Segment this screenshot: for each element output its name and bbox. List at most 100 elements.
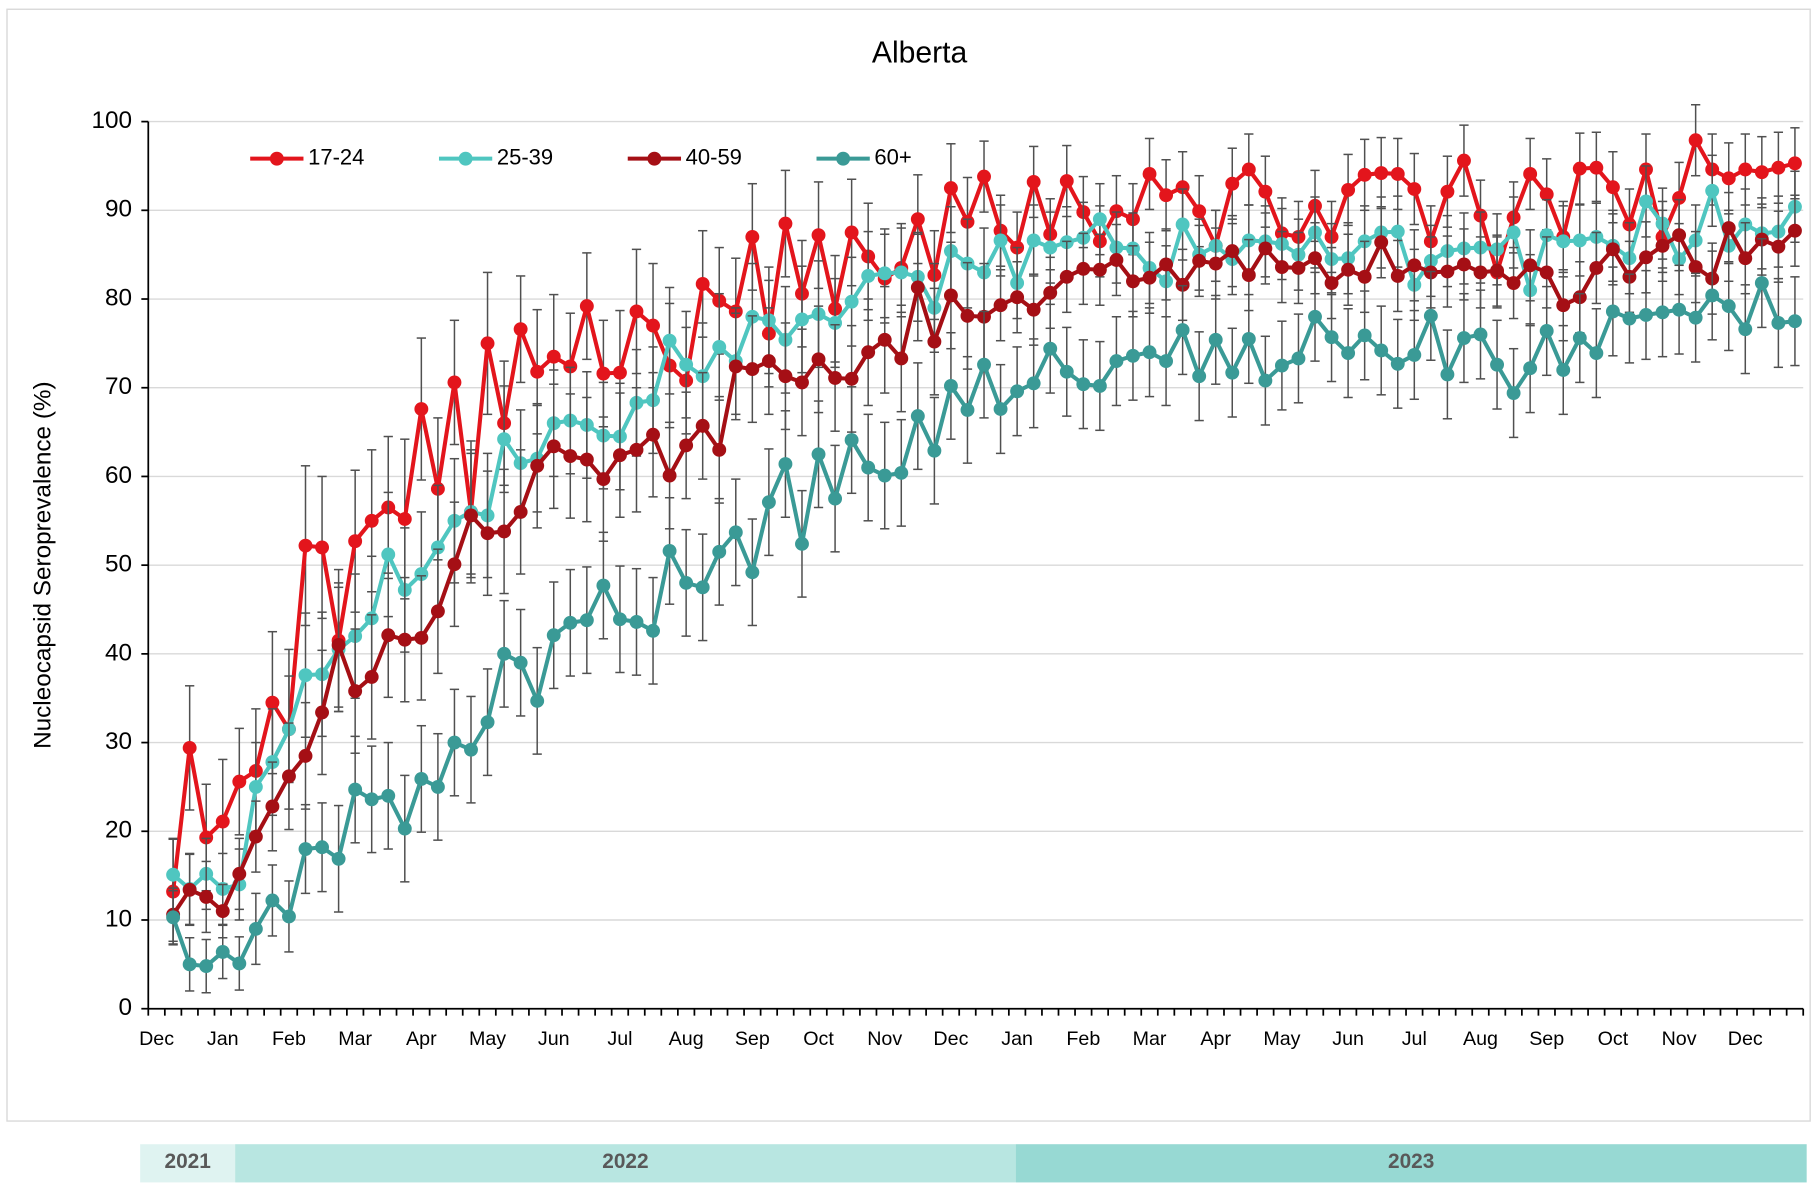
year-band (140, 1144, 236, 1183)
data-point (1407, 258, 1422, 273)
y-axis-label: Nucleocapsid Seroprevalence (%) (29, 381, 56, 749)
x-tick-label: Jul (607, 1028, 632, 1050)
data-point (728, 525, 743, 540)
data-point (1539, 265, 1554, 280)
data-point (646, 427, 660, 442)
data-point (977, 169, 991, 184)
data-point (298, 748, 313, 763)
data-point (1374, 343, 1389, 358)
data-point (1109, 204, 1124, 219)
data-point (1523, 258, 1538, 273)
data-point (1390, 224, 1405, 239)
data-point (1605, 304, 1620, 319)
data-point (1721, 221, 1736, 236)
data-point (1026, 302, 1041, 317)
data-point (1241, 162, 1256, 177)
data-point (1274, 260, 1289, 275)
data-point (778, 216, 793, 231)
data-point (1738, 162, 1753, 177)
data-point (348, 782, 363, 797)
data-point (1126, 274, 1140, 289)
legend-marker (269, 151, 284, 166)
data-point (232, 956, 247, 971)
data-point (1109, 354, 1124, 369)
x-tick-label: Jun (1332, 1028, 1364, 1050)
data-point (563, 449, 578, 463)
data-point (331, 851, 346, 866)
data-point (1357, 269, 1372, 284)
data-point (530, 458, 545, 473)
data-point (828, 491, 843, 506)
data-point (1341, 346, 1356, 361)
data-point (1787, 156, 1802, 171)
data-point (1506, 276, 1521, 291)
y-tick-label: 70 (105, 373, 132, 400)
data-point (877, 332, 892, 347)
data-point (1308, 309, 1322, 324)
data-point (1357, 328, 1372, 343)
data-point (828, 316, 843, 330)
data-point (331, 638, 346, 652)
year-label: 2021 (164, 1150, 210, 1173)
data-point (265, 799, 280, 814)
x-tick-label: Dec (139, 1028, 174, 1050)
data-point (563, 615, 578, 630)
data-point (1473, 327, 1488, 342)
data-point (1010, 290, 1025, 305)
data-point (612, 365, 627, 380)
data-point (480, 715, 495, 730)
data-point (1175, 323, 1190, 338)
data-point (795, 375, 809, 390)
data-point (1208, 332, 1223, 347)
data-point (397, 632, 412, 647)
x-tick-label: Feb (272, 1028, 306, 1050)
data-point (1208, 256, 1223, 271)
data-point (1473, 265, 1488, 280)
data-point (1639, 194, 1653, 209)
data-point (795, 536, 809, 551)
data-point (894, 351, 909, 366)
data-point (629, 442, 644, 457)
data-point (1225, 365, 1240, 380)
data-point (1357, 167, 1372, 182)
data-point (1192, 253, 1207, 268)
data-point (1605, 242, 1620, 257)
data-point (861, 269, 876, 283)
x-tick-label: Aug (669, 1028, 704, 1050)
data-point (447, 735, 462, 750)
data-point (480, 336, 495, 351)
x-tick-label: Jul (1402, 1028, 1427, 1050)
data-point (1688, 260, 1703, 275)
data-point (612, 448, 627, 463)
x-tick-label: Dec (933, 1028, 968, 1050)
y-tick-label: 80 (105, 284, 132, 311)
data-point (943, 181, 958, 196)
data-point (1241, 331, 1256, 346)
data-point (679, 575, 694, 590)
legend-label: 25-39 (497, 144, 553, 169)
x-tick-label: Jan (1001, 1028, 1033, 1050)
data-point (397, 821, 412, 836)
data-point (1142, 345, 1157, 360)
data-point (1506, 225, 1521, 240)
data-point (182, 957, 197, 972)
data-point (745, 229, 760, 244)
data-point (315, 705, 330, 720)
data-point (1159, 188, 1174, 203)
data-point (662, 333, 677, 348)
data-point (1539, 324, 1554, 338)
data-point (1589, 160, 1604, 175)
legend-marker (458, 151, 473, 166)
data-point (166, 867, 181, 882)
data-point (1374, 166, 1389, 181)
data-point (364, 669, 379, 684)
data-point (199, 889, 214, 904)
year-band (1015, 1144, 1807, 1183)
data-point (1688, 310, 1703, 325)
legend-label: 40-59 (686, 144, 742, 169)
data-point (1291, 261, 1306, 275)
data-point (662, 544, 677, 558)
x-tick-label: Mar (1133, 1028, 1167, 1050)
